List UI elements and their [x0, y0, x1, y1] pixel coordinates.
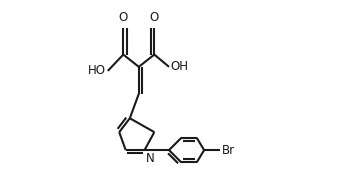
Text: OH: OH: [171, 60, 189, 73]
Text: O: O: [119, 11, 128, 24]
Text: Br: Br: [222, 144, 235, 157]
Text: O: O: [150, 11, 159, 24]
Text: N: N: [146, 152, 155, 165]
Text: HO: HO: [88, 64, 106, 77]
